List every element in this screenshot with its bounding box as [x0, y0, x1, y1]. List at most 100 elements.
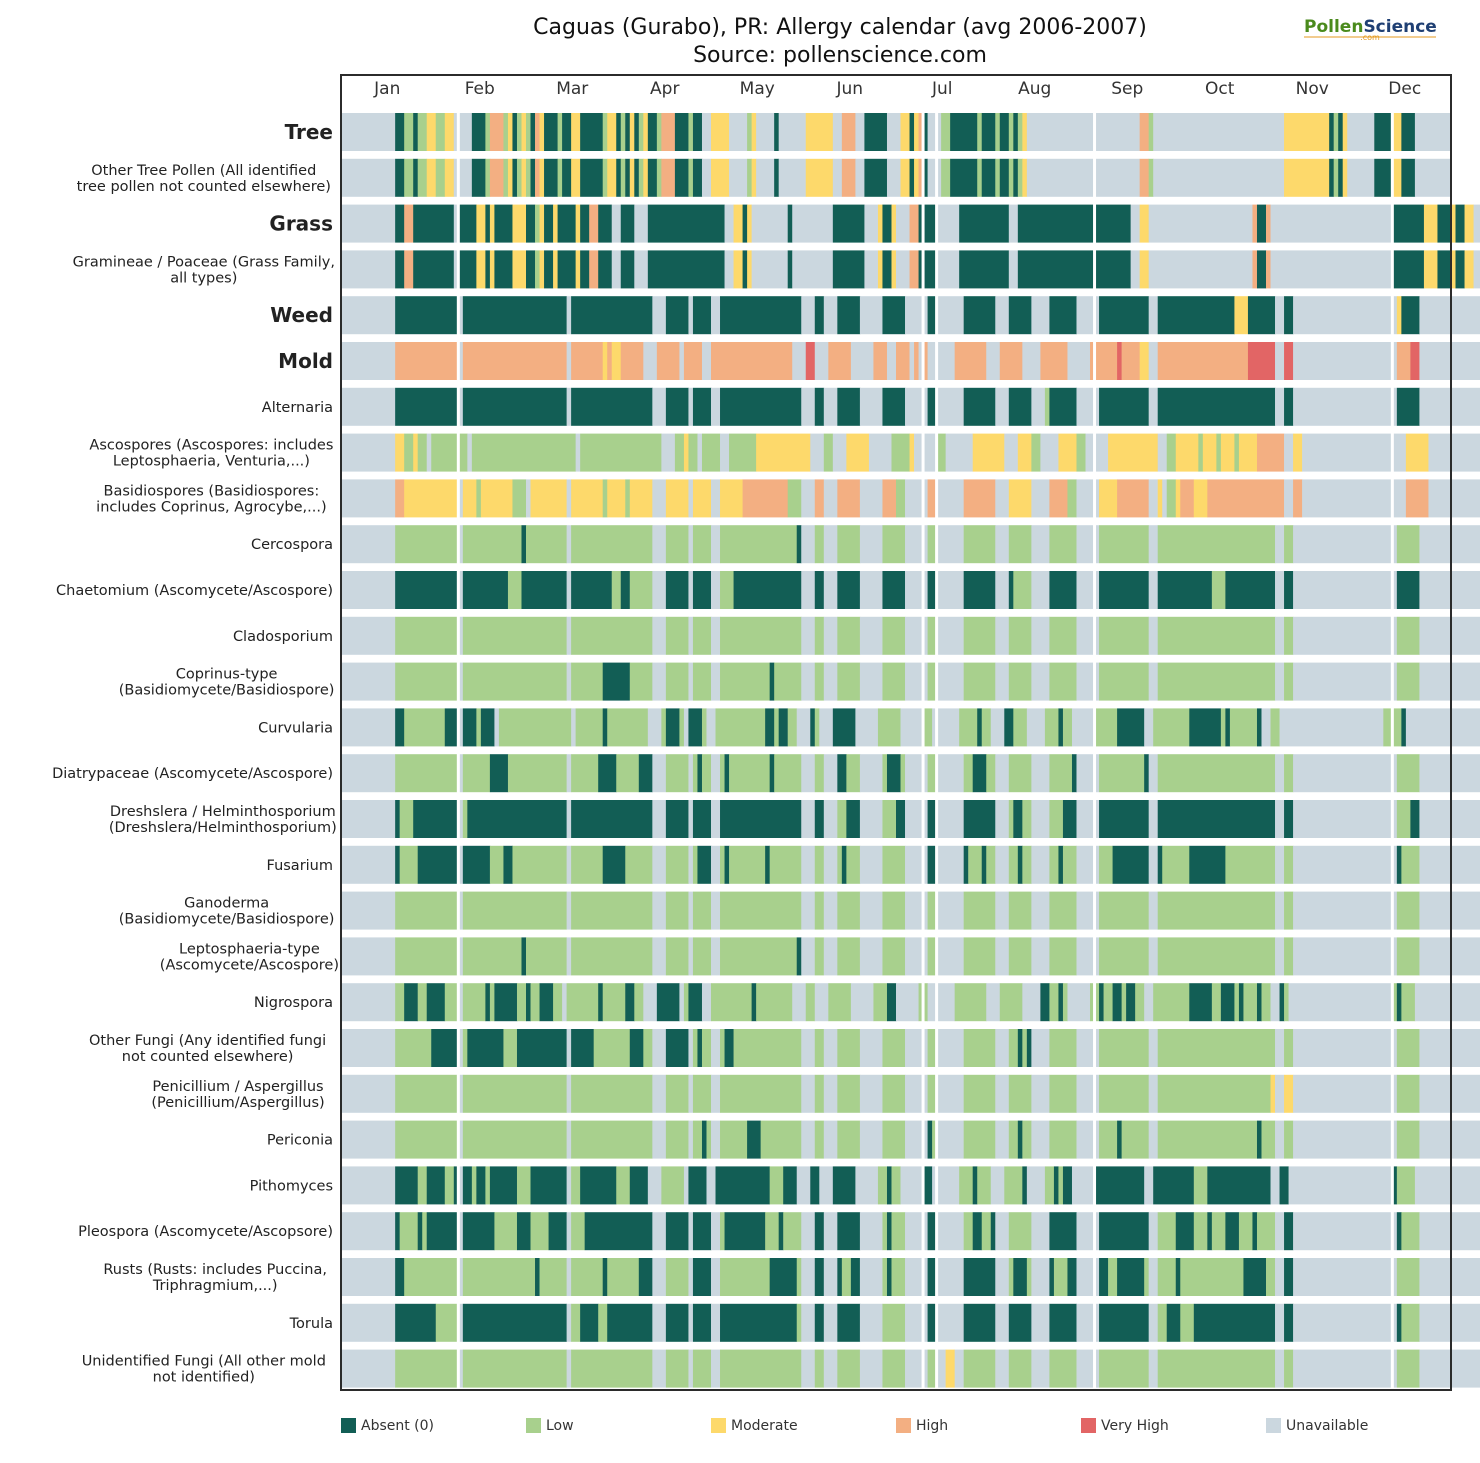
legend-swatch	[1081, 1418, 1096, 1433]
cell-M	[629, 479, 653, 518]
cell-U	[341, 1120, 396, 1159]
cell-L	[927, 891, 938, 930]
cell-A	[625, 983, 635, 1022]
cell-L	[417, 983, 428, 1022]
cell-M	[539, 113, 545, 151]
cell-U	[814, 342, 829, 380]
cell-H	[1139, 158, 1150, 197]
cell-M	[553, 204, 558, 243]
cell-L	[927, 1349, 938, 1388]
cell-L	[1270, 708, 1280, 747]
cell-U	[1130, 204, 1141, 243]
cell-U	[711, 1212, 721, 1251]
cell-L	[1053, 1258, 1068, 1296]
cell-L	[516, 113, 522, 151]
cell-U	[720, 433, 730, 472]
cell-L	[1049, 662, 1077, 701]
cell-U	[801, 479, 816, 518]
cell-A	[814, 571, 825, 609]
cell-A	[701, 1120, 707, 1159]
cell-H	[489, 113, 504, 151]
cell-L	[395, 937, 459, 976]
cell-L	[661, 1166, 685, 1205]
cell-L	[539, 1258, 568, 1296]
cell-M	[476, 204, 486, 243]
cell-U	[1008, 250, 1019, 289]
cell-U	[711, 891, 721, 930]
cell-A	[882, 387, 906, 426]
cell-A	[720, 296, 802, 335]
cell-A	[796, 937, 802, 976]
cell-A	[629, 1166, 649, 1205]
cell-L	[1396, 800, 1411, 838]
cell-U	[1031, 1120, 1050, 1159]
cell-U	[1148, 479, 1159, 518]
cell-U	[566, 616, 572, 655]
cell-M	[1284, 113, 1330, 151]
cell-A	[395, 250, 405, 289]
cell-A	[462, 1166, 473, 1205]
cell-U	[652, 662, 667, 701]
cell-U	[1148, 250, 1253, 289]
cell-A	[656, 983, 680, 1022]
cell-U	[859, 616, 883, 655]
cell-L	[1067, 479, 1077, 518]
cell-A	[692, 1212, 712, 1251]
cell-L	[1103, 983, 1113, 1022]
cell-U	[801, 525, 816, 564]
cell-A	[489, 754, 509, 793]
cell-L	[1396, 525, 1420, 564]
cell-U	[1293, 845, 1398, 884]
cell-U	[936, 571, 965, 609]
cell-L	[1022, 845, 1032, 884]
cell-L	[665, 891, 689, 930]
cell-U	[995, 571, 1010, 609]
cell-H	[909, 204, 919, 243]
cell-U	[1275, 845, 1285, 884]
cell-L	[462, 616, 568, 655]
cell-A	[1374, 113, 1393, 151]
cell-L	[963, 525, 996, 564]
cell-L	[566, 983, 599, 1022]
cell-L	[927, 937, 938, 976]
cell-U	[697, 433, 703, 472]
cell-A	[616, 158, 622, 197]
cell-U	[1148, 296, 1159, 335]
cell-L	[399, 800, 414, 838]
cell-A	[882, 250, 892, 289]
cell-U	[1275, 891, 1285, 930]
cell-A	[413, 800, 459, 838]
cell-U	[688, 616, 694, 655]
cell-A	[1157, 800, 1276, 838]
cell-H	[661, 113, 676, 151]
cell-U	[458, 1074, 464, 1113]
cell-U	[1419, 616, 1480, 655]
cell-A	[927, 1120, 933, 1159]
cell-A	[1008, 571, 1014, 609]
cell-M	[1008, 479, 1032, 518]
cell-U	[927, 342, 956, 380]
cell-L	[882, 1120, 906, 1159]
cell-H	[661, 158, 676, 197]
cell-U	[566, 937, 572, 976]
cell-V	[1247, 342, 1276, 380]
cell-A	[1189, 845, 1226, 884]
cell-A	[1004, 708, 1014, 747]
cell-M	[571, 113, 581, 151]
cell-U	[688, 1303, 694, 1342]
cell-A	[927, 1258, 938, 1296]
cell-A	[602, 1258, 608, 1296]
cell-U	[1148, 1120, 1159, 1159]
cell-L	[1031, 433, 1041, 472]
cell-U	[859, 800, 883, 838]
cell-H	[1256, 433, 1285, 472]
cell-A	[1175, 1212, 1195, 1251]
cell-U	[688, 1349, 694, 1388]
cell-U	[711, 387, 721, 426]
cell-L	[1049, 937, 1077, 976]
cell-A	[1401, 708, 1407, 747]
cell-U	[341, 1074, 396, 1113]
cell-L	[1008, 1029, 1019, 1067]
cell-L	[665, 937, 689, 976]
cell-L	[701, 1029, 712, 1067]
